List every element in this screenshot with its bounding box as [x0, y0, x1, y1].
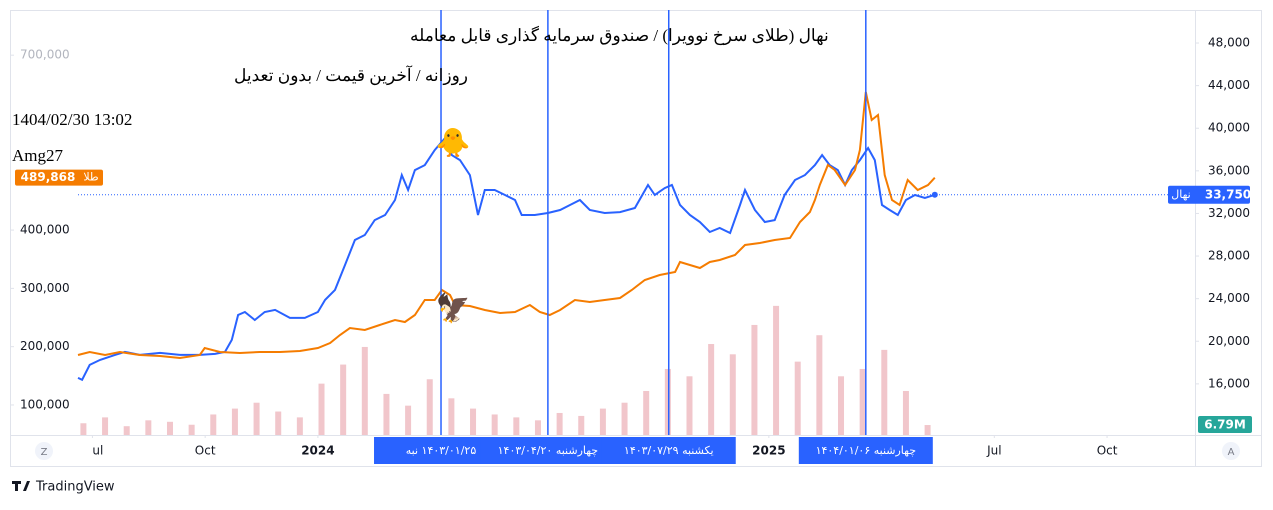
- volume-bar: [902, 390, 909, 435]
- button-bg[interactable]: [1222, 442, 1240, 460]
- y-tick-label: 700,000: [20, 48, 70, 62]
- tag-name: نهال: [1171, 188, 1190, 201]
- y2-tick-label: 48,000: [1208, 36, 1250, 50]
- event-tag: [601, 437, 736, 464]
- volume-bar: [621, 402, 628, 435]
- volume-bar: [296, 417, 303, 435]
- volume-bar: [643, 390, 650, 435]
- y-tick-label: 200,000: [20, 339, 70, 353]
- volume-bar: [80, 423, 87, 435]
- event-tag: [798, 437, 933, 464]
- button-bg[interactable]: [35, 442, 53, 460]
- timestamp: 1404/02/30 13:02: [12, 110, 132, 129]
- volume-bar: [534, 420, 541, 435]
- volume-tag-label: 6.79M: [1204, 418, 1246, 432]
- volume-bar: [794, 361, 801, 435]
- tag-bg: [1168, 185, 1250, 204]
- y-tick-label: 300,000: [20, 281, 70, 295]
- volume-bar: [253, 402, 260, 435]
- volume-bar: [686, 376, 693, 435]
- volume-bar: [816, 335, 823, 435]
- volume-bar: [751, 324, 758, 435]
- series-line: [77, 136, 936, 382]
- volume-bar: [361, 346, 368, 435]
- x-tick-label: 2024: [301, 444, 334, 458]
- auto-button[interactable]: A: [1228, 447, 1235, 458]
- volume-bar: [924, 425, 931, 435]
- logo: [12, 481, 30, 491]
- y2-tick-label: 40,000: [1208, 121, 1250, 135]
- marks: 100,000 200,000 300,000 400,000 700,000 16,00…: [10, 10, 1252, 464]
- volume-bar: [145, 420, 152, 435]
- volume-bar: [599, 408, 606, 435]
- author: Amg27: [12, 146, 64, 165]
- volume-bar: [470, 408, 477, 435]
- event-label: چهارشنبه ۱۴۰۴/۰۱/۰۶: [816, 444, 916, 457]
- volume-bar: [838, 376, 845, 435]
- volume-bar: [426, 379, 433, 435]
- event-label: چهارشنبه ۱۴۰۳/۰۴/۲۰: [498, 444, 598, 457]
- volume-bar: [578, 415, 585, 435]
- event-label: یکشنبه ۱۴۰۳/۰۷/۲۹: [624, 444, 714, 457]
- volume-bar: [708, 344, 715, 435]
- volume-bar: [491, 414, 498, 435]
- chart-title: نهال (طلای سرخ نوویرا) / صندوق سرمایه گذ…: [410, 25, 829, 46]
- volume-bar: [123, 426, 130, 435]
- volume-bar: [881, 349, 888, 435]
- volume-bar: [859, 368, 866, 435]
- last-dot: [931, 191, 938, 198]
- brand: TradingView: [35, 480, 115, 495]
- tag-name: طلا: [83, 171, 99, 184]
- annotation: 🦅: [436, 290, 471, 324]
- x-tick-label: Jul: [986, 444, 1001, 458]
- volume-bar: [318, 383, 325, 435]
- volume-bar: [231, 408, 238, 435]
- y2-tick-label: 32,000: [1208, 206, 1250, 220]
- volume-bar: [664, 368, 671, 435]
- y-tick-label: 400,000: [20, 223, 70, 237]
- y2-tick-label: 28,000: [1208, 249, 1250, 263]
- volume-bar: [383, 393, 390, 435]
- x-tick-label: ul: [92, 444, 103, 458]
- tag-value: 489,868: [21, 170, 76, 184]
- y2-tick-label: 44,000: [1208, 78, 1250, 92]
- volume-bar: [448, 398, 455, 435]
- event-label: ۱۴۰۳/۰۱/۲۵ نبه: [406, 444, 477, 457]
- volume-bar: [405, 405, 412, 435]
- series-line: [77, 91, 936, 360]
- y-tick-label: 100,000: [20, 397, 70, 411]
- volume-bar: [340, 364, 347, 435]
- volume-bar: [102, 417, 109, 435]
- volume-bar: [513, 417, 520, 435]
- volume-bar: [275, 411, 282, 435]
- annotation: 🐥: [436, 126, 471, 159]
- volume-bar: [773, 305, 780, 435]
- chart-subtitle: روزانه / آخرین قیمت / بدون تعدیل: [234, 64, 468, 86]
- volume-tag: [1198, 416, 1252, 433]
- frame: [10, 10, 1262, 467]
- volume-bar: [210, 414, 217, 435]
- volume-bar: [188, 424, 195, 435]
- y2-tick-label: 20,000: [1208, 334, 1250, 348]
- x-tick-label: Oct: [195, 444, 216, 458]
- tag-bg: [15, 169, 103, 186]
- volume-bar: [556, 412, 563, 435]
- x-tick-label: 2025: [752, 444, 785, 458]
- x-tick-label: Oct: [1097, 444, 1118, 458]
- volume-bar: [729, 354, 736, 435]
- event-tag: [480, 437, 615, 464]
- y2-tick-label: 36,000: [1208, 163, 1250, 177]
- y2-tick-label: 16,000: [1208, 376, 1250, 390]
- zoom-button[interactable]: Z: [41, 447, 48, 458]
- volume-bar: [166, 421, 173, 435]
- tag-value: 33,750: [1205, 187, 1251, 201]
- y2-tick-label: 24,000: [1208, 291, 1250, 305]
